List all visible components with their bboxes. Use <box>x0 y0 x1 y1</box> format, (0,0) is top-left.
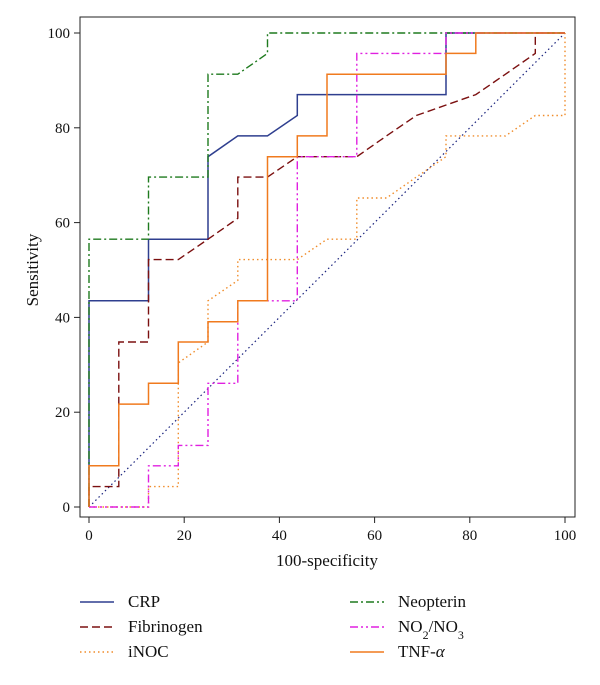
legend-label-0: CRP <box>128 592 160 611</box>
x-tick-label: 100 <box>554 528 577 544</box>
x-tick-label: 60 <box>367 528 382 544</box>
x-tick-label: 40 <box>272 528 287 544</box>
legend-label-3: Neopterin <box>398 592 466 611</box>
axis-ticks <box>74 32 566 523</box>
y-tick-label: 80 <box>55 121 70 137</box>
legend-label-4: NO2/NO3 <box>398 617 464 642</box>
legend-label-2: iNOC <box>128 642 169 661</box>
x-tick-label: 20 <box>177 528 192 544</box>
y-tick-label: 20 <box>55 405 70 421</box>
legend-label-1: Fibrinogen <box>128 617 203 636</box>
y-tick-label: 0 <box>63 500 71 516</box>
series-line-5 <box>88 32 565 507</box>
y-axis-label: Sensitivity <box>23 233 42 306</box>
series-line-3 <box>88 32 565 507</box>
roc-curves <box>88 32 566 508</box>
legend-label-5: TNF-α <box>398 642 446 661</box>
series-line-1 <box>88 32 565 507</box>
y-tick-label: 100 <box>48 26 71 42</box>
y-tick-label: 60 <box>55 216 70 232</box>
x-tick-label: 0 <box>85 528 93 544</box>
y-tick-label: 40 <box>55 310 70 326</box>
x-tick-label: 80 <box>462 528 477 544</box>
axis-tick-labels: 0 20 40 60 80 100 0 20 40 60 80 100 <box>48 26 577 544</box>
plot-frame <box>79 16 576 518</box>
x-axis-label: 100-specificity <box>276 551 378 570</box>
